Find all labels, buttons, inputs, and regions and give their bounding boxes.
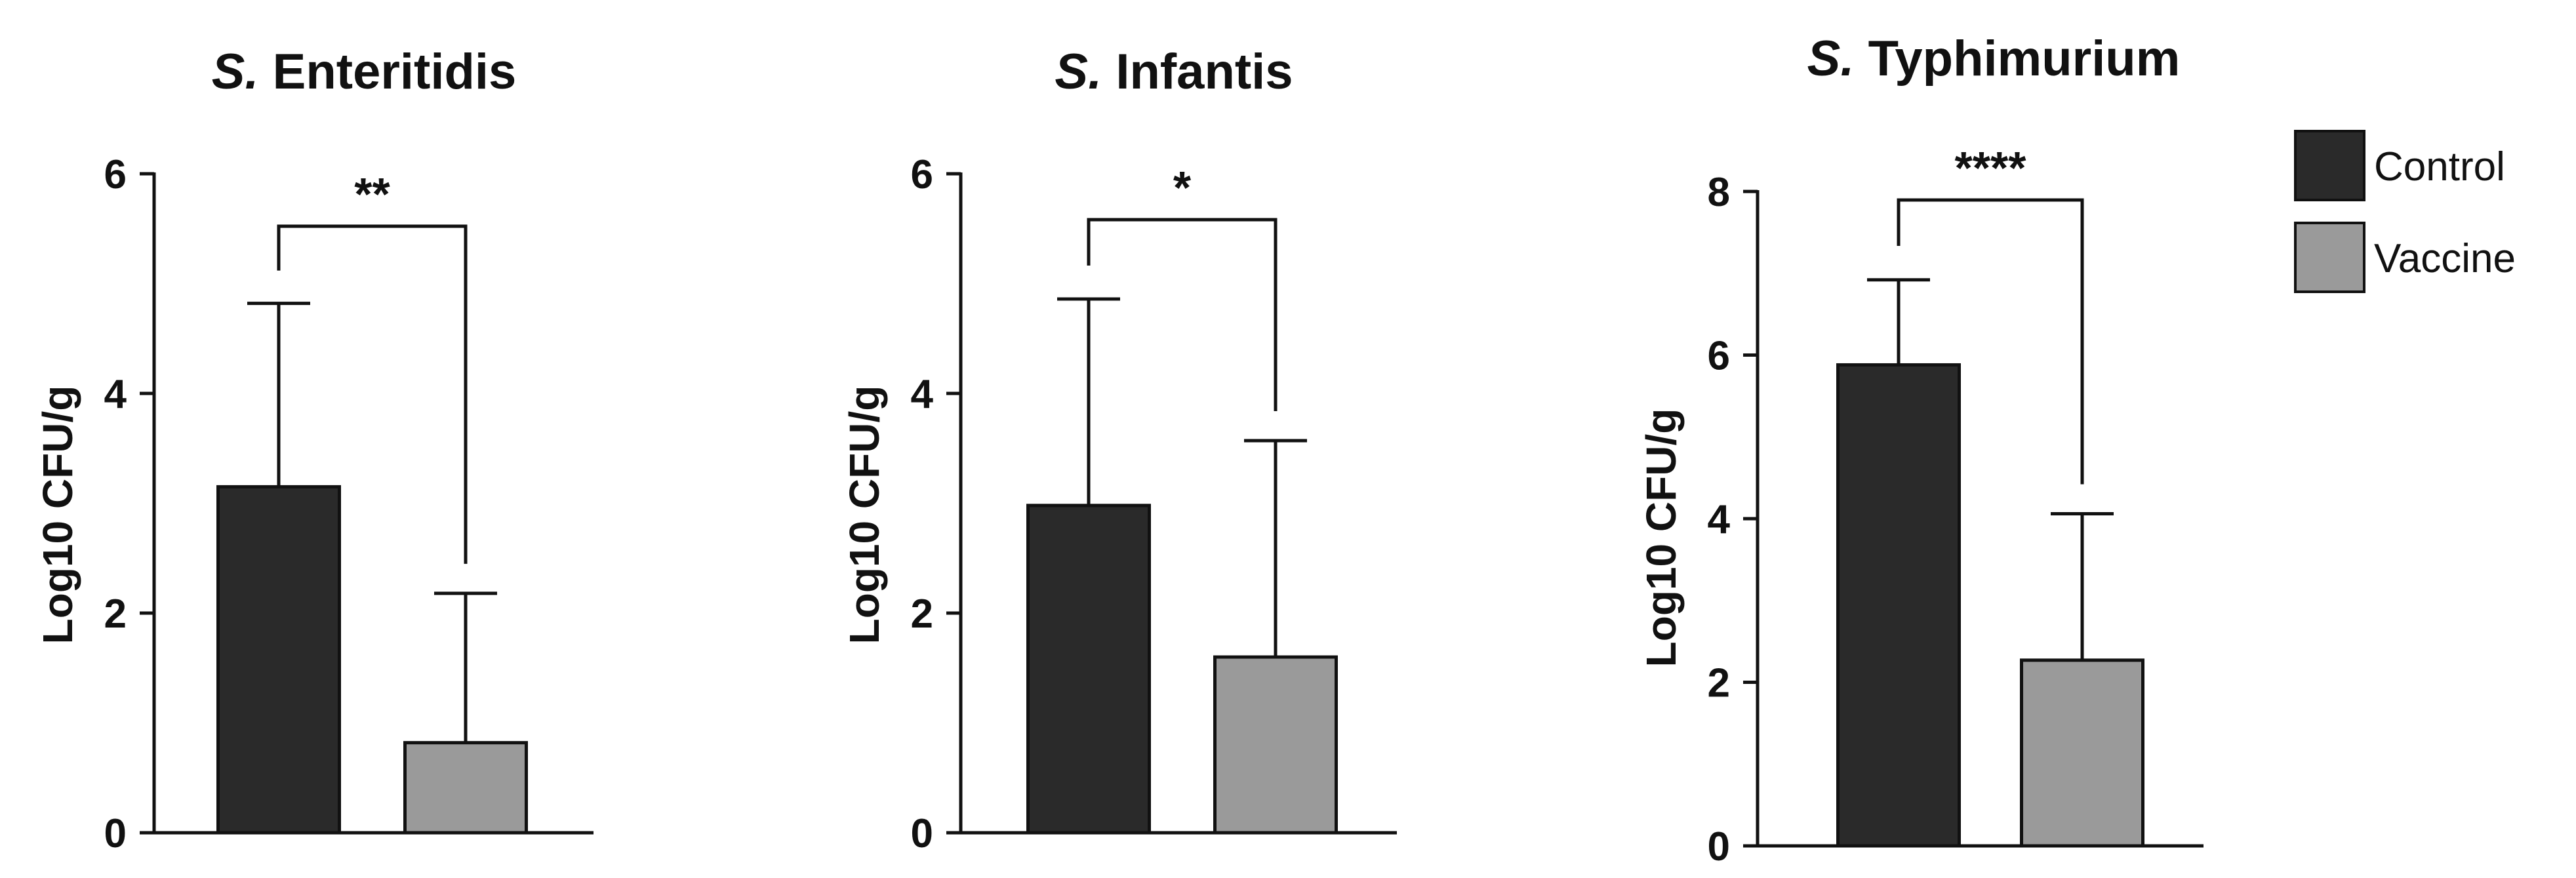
bar-control — [1836, 363, 1961, 848]
chart-title: S. Enteritidis — [212, 44, 517, 100]
y-tick-label: 0 — [1708, 824, 1730, 869]
chart-title: S. Typhimurium — [1807, 31, 2181, 87]
y-tick-label: 0 — [104, 811, 127, 856]
bar-vaccine — [2020, 658, 2144, 848]
significance-bracket-line — [277, 224, 468, 564]
legend-label-vaccine: Vaccine — [2374, 236, 2516, 281]
legend-label-control: Control — [2374, 144, 2505, 190]
legend: Control Vaccine — [2294, 130, 2516, 293]
y-axis-ticks: 0 2 4 6 — [104, 152, 154, 856]
y-tick-label: 4 — [911, 372, 934, 417]
bar-vaccine — [403, 741, 528, 835]
y-tick-label: 6 — [911, 152, 933, 197]
y-tick-label: 4 — [1708, 497, 1731, 542]
significance-label: **** — [1955, 142, 2027, 193]
significance-label: * — [1173, 162, 1192, 213]
bar-vaccine — [1213, 655, 1338, 835]
significance-bracket: **** — [1897, 142, 2084, 485]
significance-bracket: ** — [277, 169, 468, 564]
y-tick-label: 2 — [911, 591, 933, 637]
bars — [1026, 297, 1338, 835]
legend-swatch-control — [2294, 130, 2365, 201]
y-tick-label: 6 — [104, 152, 127, 197]
bar-control — [1026, 504, 1151, 835]
y-tick-label: 4 — [104, 372, 127, 417]
chart-title: S. Infantis — [1055, 44, 1293, 100]
legend-swatch-vaccine — [2294, 222, 2365, 293]
y-axis-ticks: 0 2 4 6 8 — [1708, 170, 1758, 869]
chart-panel-typhimurium: S. Typhimurium Log10 CFU/g 0 2 4 6 8 **** — [1638, 31, 2204, 869]
y-tick-label: 0 — [911, 811, 933, 856]
significance-label: ** — [354, 169, 390, 220]
bars — [1836, 278, 2144, 848]
significance-bracket-line — [1897, 198, 2084, 485]
y-tick-label: 6 — [1708, 334, 1730, 379]
y-axis-label: Log10 CFU/g — [841, 386, 888, 645]
significance-bracket-line — [1087, 218, 1278, 412]
y-tick-label: 2 — [1708, 661, 1730, 706]
y-tick-label: 2 — [104, 591, 127, 637]
chart-panel-infantis: S. Infantis Log10 CFU/g 0 2 4 6 * — [841, 44, 1397, 856]
bar-control — [216, 485, 341, 835]
chart-panel-enteritidis: S. Enteritidis Log10 CFU/g 0 2 4 6 ** — [34, 44, 594, 856]
bars — [216, 302, 528, 835]
y-axis-label: Log10 CFU/g — [34, 386, 81, 645]
y-tick-label: 8 — [1708, 170, 1730, 215]
y-axis-label: Log10 CFU/g — [1638, 409, 1685, 668]
significance-bracket: * — [1087, 162, 1278, 412]
y-axis-ticks: 0 2 4 6 — [911, 152, 961, 856]
